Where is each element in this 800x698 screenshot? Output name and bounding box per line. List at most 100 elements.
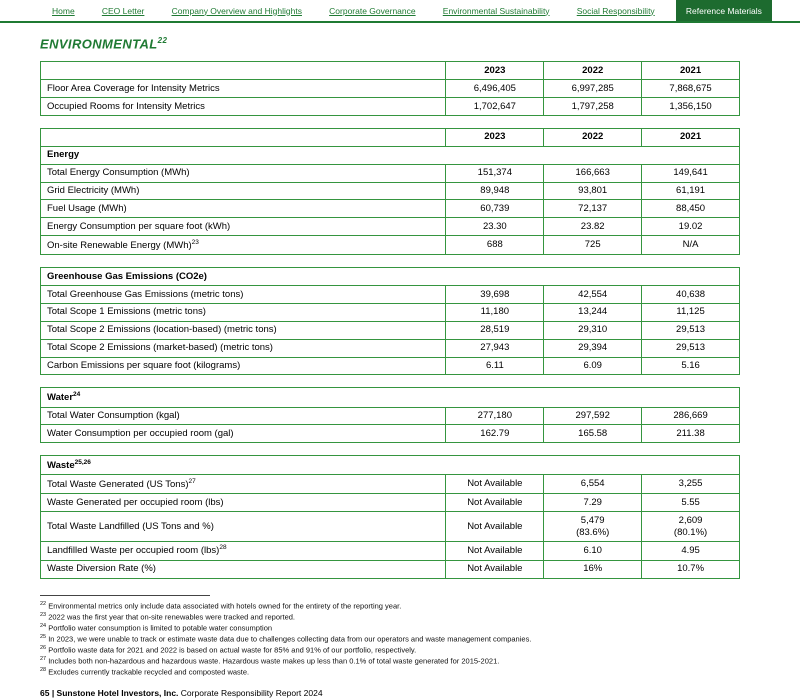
nav-item-social-responsibility[interactable]: Social Responsibility [576,5,655,16]
table-row: Total Greenhouse Gas Emissions (metric t… [39,285,740,304]
footnote: 27 Includes both non-hazardous and hazar… [40,655,500,666]
nav-item-reference-materials[interactable]: Reference Materials [675,0,772,21]
row-label: Total Waste Landfilled (US Tons and %) [39,511,447,542]
row-value: 23.82 [543,217,643,237]
nav-item-environmental-sustainability[interactable]: Environmental Sustainability [442,5,550,16]
row-label: Total Scope 2 Emissions (market-based) (… [39,338,447,358]
row-label: Fuel Usage (MWh) [39,199,447,219]
row-value: 6,496,405 [445,79,545,99]
footnote-number: 25 [40,633,47,640]
table-row: Total Scope 2 Emissions (location-based)… [39,320,740,340]
row-label: Total Waste Generated (US Tons)27 [39,474,447,495]
footnote-reference: 23 [191,238,199,246]
section-header-row: Water24 [40,387,740,408]
row-value: 61,191 [641,181,740,201]
year-header-row: 2023 2022 2021 [39,61,740,81]
row-label: Water Consumption per occupied room (gal… [39,424,447,444]
table-row: Energy Consumption per square foot (kWh)… [39,217,740,237]
row-value: 5.55 [641,493,740,513]
data-table: Waste25,26 Total Waste Generated (US Tons… [39,455,740,579]
year-header-spacer [39,127,447,147]
year-column-header: 2021 [641,127,740,147]
year-column-header: 2022 [543,127,643,147]
row-label: On-site Renewable Energy (MWh)23 [39,235,447,256]
row-value: 286,669 [641,406,740,426]
section-header-cell: Greenhouse Gas Emissions (CO2e) [40,267,740,287]
footnote-number: 28 [40,666,47,673]
table-row: Carbon Emissions per square foot (kilogr… [39,356,740,376]
row-value: 27,943 [445,338,545,358]
footnotes-area: 22 Environmental metrics only include da… [40,601,740,678]
table-row: Floor Area Coverage for Intensity Metric… [39,79,740,99]
row-value: Not Available [445,493,545,513]
footnote: 24 Portfolio water consumption is limite… [40,622,273,633]
row-value: 2,609 (80.1%) [641,511,740,542]
table-row: Waste Generated per occupied room (lbs) N… [39,493,740,513]
row-value: 16% [543,559,643,579]
page-title-footnote-ref: 22 [157,36,168,45]
page-content: ENVIRONMENTAL22 2023 2022 2021 Floor Area C… [0,23,800,698]
footnote-number: 24 [40,622,47,629]
data-table: Greenhouse Gas Emissions (CO2e) Total Gre… [39,267,740,376]
row-value: 42,554 [543,285,643,304]
row-value: 165.58 [543,424,643,444]
row-value: 3,255 [641,474,740,495]
row-value: 29,513 [641,320,740,340]
row-value: 7,868,675 [641,79,740,99]
row-value: 89,948 [445,181,545,201]
section-header-row: Greenhouse Gas Emissions (CO2e) [40,267,740,287]
table-row: Total Waste Generated (US Tons)27 Not Ava… [39,474,740,495]
row-value: 149,641 [641,163,740,183]
nav-item-home[interactable]: Home [52,5,75,16]
footnote-reference: 28 [219,544,227,552]
tables-area: 2023 2022 2021 Floor Area Coverage for Inte… [39,61,740,579]
nav-item-corporate-governance[interactable]: Corporate Governance [329,5,416,16]
row-value: 1,356,150 [641,97,740,116]
footnote-number: 27 [40,655,47,662]
table-row: Water Consumption per occupied room (gal… [39,424,740,444]
table-row: Total Water Consumption (kgal) 277,180 297… [39,406,740,426]
row-value: 28,519 [445,320,545,340]
nav-item-company-overview-and-highlights[interactable]: Company Overview and Highlights [171,5,302,16]
row-label: Carbon Emissions per square foot (kilogr… [39,356,447,376]
table-row: On-site Renewable Energy (MWh)23 688 725 N/… [39,235,740,256]
row-value: 29,513 [641,338,740,358]
table-row: Waste Diversion Rate (%) Not Available 16%… [39,559,740,579]
footnote: 28 Excludes currently trackable recycled… [40,666,250,677]
data-table: 2023 2022 2021 Floor Area Coverage for Inte… [39,61,740,116]
page-footer: 65 | Sunstone Hotel Investors, Inc. Corp… [40,688,740,698]
row-value: 13,244 [543,302,643,322]
row-value: 4.95 [641,540,740,561]
row-value: 151,374 [445,163,545,183]
section-header-cell: Water24 [40,387,740,408]
nav-item-ceo-letter[interactable]: CEO Letter [101,5,145,16]
row-label: Total Scope 1 Emissions (metric tons) [39,302,447,322]
row-value: 72,137 [543,199,643,219]
row-value: 39,698 [445,285,545,304]
row-label: Grid Electricity (MWh) [39,181,447,201]
row-value: 297,592 [543,406,643,426]
row-label: Total Greenhouse Gas Emissions (metric t… [39,285,447,304]
row-value: 6.10 [543,540,643,561]
row-value: Not Available [445,559,545,579]
year-column-header: 2023 [445,127,545,147]
row-value: 29,394 [543,338,643,358]
row-value: 6,997,285 [543,79,643,99]
page-title: ENVIRONMENTAL22 [40,36,740,51]
year-column-header: 2023 [445,61,545,81]
footnote: 26 Portfolio waste data for 2021 and 202… [40,644,417,655]
row-label: Energy Consumption per square foot (kWh) [39,217,447,237]
row-value: 11,125 [641,302,740,322]
row-value: 10.7% [641,559,740,579]
row-value: 277,180 [445,406,545,426]
data-table: Water24 Total Water Consumption (kgal) 277… [39,387,740,444]
row-value: 60,739 [445,199,545,219]
row-value: 211.38 [641,424,740,444]
footnote-number: 23 [40,611,47,618]
row-value: 40,638 [641,285,740,304]
top-navigation: Home CEO Letter Company Overview and Highl… [0,0,800,23]
row-value: Not Available [445,540,545,561]
table-row: Total Scope 2 Emissions (market-based) (… [39,338,740,358]
row-value: 162.79 [445,424,545,444]
footnote-reference: 25,26 [74,458,91,466]
